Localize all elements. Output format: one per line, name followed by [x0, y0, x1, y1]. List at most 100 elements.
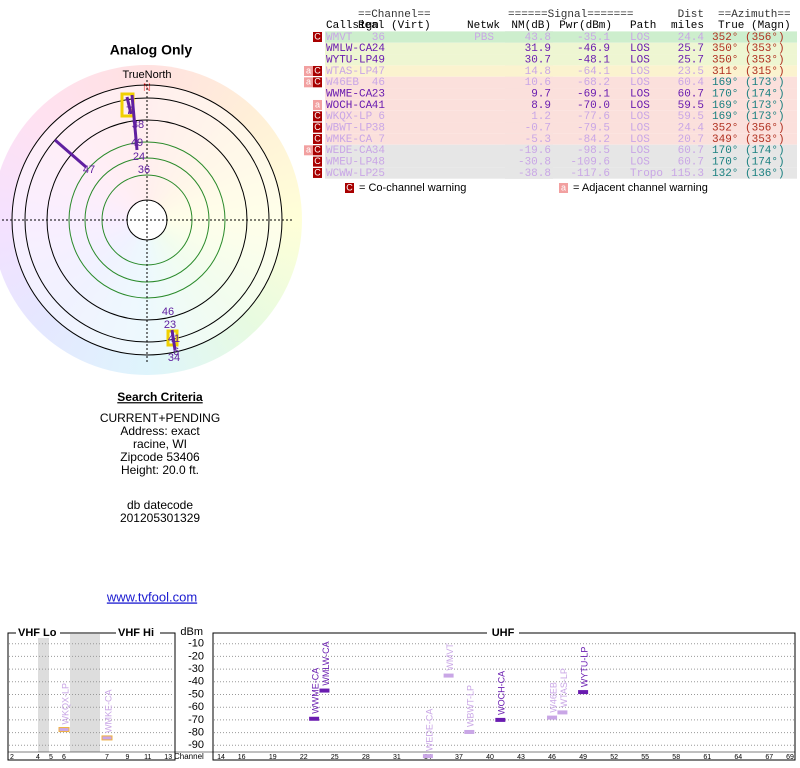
table-cell: WBWT-LP	[326, 123, 373, 135]
y-tick-label: -60	[188, 701, 204, 713]
table-cell: 31.9	[525, 43, 551, 55]
column-header: miles	[671, 20, 704, 32]
search-line: racine, WI	[133, 437, 187, 451]
table-row	[325, 54, 797, 66]
table-cell: WWME-CA	[326, 89, 373, 101]
search-line: Address: exact	[120, 424, 200, 438]
x-tick-label: 67	[765, 754, 773, 761]
warning-icon	[313, 65, 322, 76]
channel-label: 23	[164, 319, 176, 331]
signal-label: WWME-CA	[310, 668, 320, 714]
x-tick-label: 52	[610, 754, 618, 761]
group-header: ==Channel==	[358, 9, 431, 21]
x-tick-label: 64	[734, 754, 742, 761]
table-cell: 49	[372, 55, 385, 67]
signal-label: WKQX-LP	[60, 683, 70, 725]
table-cell: -5.3	[525, 134, 551, 146]
table-cell: LOS	[630, 145, 650, 157]
warning-text: C	[314, 156, 321, 166]
x-tick-label: 6	[62, 754, 66, 761]
table-cell: LOS	[630, 123, 650, 135]
table-cell: 25.7	[678, 55, 704, 67]
table-cell: 170° (174°)	[712, 89, 785, 101]
table-cell: Tropo	[630, 168, 663, 180]
table-cell: 38	[372, 123, 385, 135]
channel-label: 7	[126, 105, 132, 117]
table-cell: 170° (174°)	[712, 145, 785, 157]
search-line: CURRENT+PENDING	[100, 411, 220, 425]
table-cell: -117.6	[570, 168, 610, 180]
warning-text: C	[346, 182, 353, 192]
station-line	[54, 138, 87, 169]
table-cell: WCWW-LP	[326, 168, 373, 180]
station-line	[130, 94, 139, 151]
table-cell: WYTU-LP	[326, 55, 373, 67]
table-row	[325, 122, 797, 134]
x-tick-label: 37	[455, 754, 463, 761]
warning-text: C	[314, 111, 321, 121]
warning-icon	[313, 32, 322, 42]
table-cell: 115.3	[671, 168, 704, 180]
warning-icon	[313, 167, 322, 178]
x-tick-label: 25	[331, 754, 339, 761]
x-tick-label: 9	[125, 754, 129, 761]
warning-icon	[313, 122, 322, 133]
table-cell: 34	[372, 145, 386, 157]
warning-icon	[559, 183, 568, 193]
warning-text: C	[314, 145, 321, 155]
table-cell: 352° (356°)	[712, 123, 785, 135]
table-cell: PBS	[474, 32, 494, 44]
table-row	[325, 156, 797, 168]
table-cell: 23.5	[678, 66, 704, 78]
table-cell: 352° (356°)	[712, 32, 785, 44]
table-cell: WMKE-CA	[326, 134, 373, 146]
band-label: UHF	[492, 627, 515, 639]
table-cell: 9.7	[531, 89, 551, 101]
table-cell: WEDE-CA	[326, 145, 373, 157]
table-cell: LOS	[630, 66, 650, 78]
table-cell: 43.8	[525, 32, 551, 44]
search-line: Zipcode 53406	[120, 450, 200, 464]
signal-mark	[464, 729, 475, 734]
signal-mark	[547, 715, 558, 720]
table-row	[325, 88, 797, 100]
warning-icon	[313, 111, 322, 122]
table-cell: 7	[378, 134, 385, 146]
table-cell: 169° (173°)	[712, 111, 785, 123]
x-tick-label: 22	[300, 754, 308, 761]
group-header: ==Azimuth==	[718, 9, 791, 21]
column-header: NM(dB)	[511, 20, 551, 32]
x-tick-label: 7	[105, 754, 109, 761]
x-tick-label: 28	[362, 754, 370, 761]
table-cell: LOS	[630, 157, 650, 169]
signal-mark	[495, 717, 506, 722]
table-cell: 36	[372, 32, 385, 44]
channel-label: 36	[138, 164, 150, 176]
x-tick-label: 46	[548, 754, 556, 761]
table-cell: 8.9	[531, 100, 551, 112]
y-tick-label: -80	[188, 727, 204, 739]
signal-mark	[557, 710, 568, 715]
channel-label: 46	[162, 306, 174, 318]
group-header: Dist	[678, 9, 704, 21]
warning-icon	[313, 99, 322, 110]
warning-text: a	[561, 182, 566, 192]
signal-mark	[101, 735, 113, 741]
table-cell: LOS	[630, 111, 650, 123]
signal-label: WBWT-LP	[466, 685, 476, 727]
table-cell: 59.5	[678, 100, 704, 112]
table-cell: -70.0	[577, 100, 610, 112]
table-cell: -38.8	[518, 168, 551, 180]
table-cell: 14.8	[525, 66, 551, 78]
link[interactable]: www.tvfool.com	[106, 589, 197, 604]
north-label: TrueNorth	[122, 69, 171, 81]
search-line: Height: 20.0 ft.	[121, 463, 199, 477]
x-tick-label: 61	[703, 754, 711, 761]
table-cell: -30.8	[518, 157, 551, 169]
table-cell: 349° (353°)	[712, 134, 785, 146]
x-tick-label: 58	[672, 754, 680, 761]
table-cell: LOS	[630, 55, 650, 67]
signal-label: WYTU-LP	[579, 647, 589, 688]
x-tick-label: 13	[164, 754, 172, 761]
